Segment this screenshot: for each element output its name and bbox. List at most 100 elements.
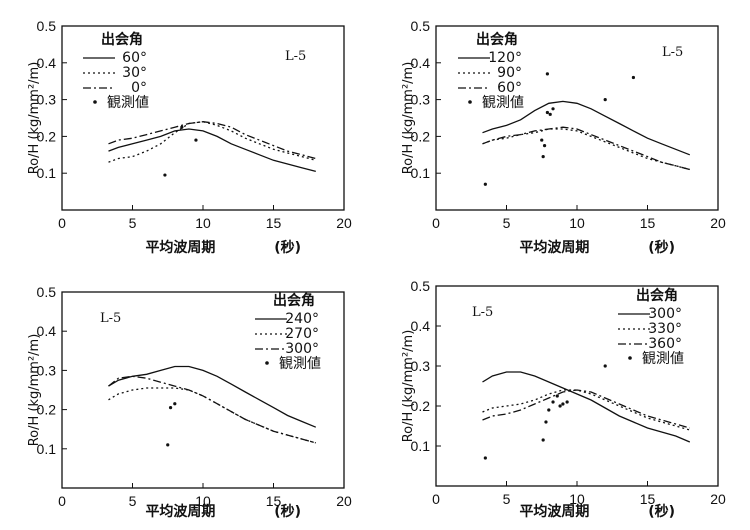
x-axis-label: 平均波周期 [145,503,215,520]
y-tick-label: 0.1 [411,438,431,454]
y-tick-label: 0.3 [411,92,431,108]
legend-observed-label: 観測値 [642,350,684,367]
legend-observed-marker [265,361,269,365]
x-tick-label: 15 [266,215,282,231]
observed-point [561,402,565,406]
legend-title: 出会角 [476,31,518,48]
y-axis-label: Ro/H (kg/mm²/m) [27,334,42,447]
series-line-1 [482,100,691,156]
y-tick-label: 0.3 [37,362,57,378]
chart-panel-2: 0 5 10 15 20 0.1 0.2 0.3 0.4 0.5 Ro/H (kg/mm²/m) 平均… [401,18,726,256]
legend-entry-2: 30° [122,65,147,81]
y-tick-label: 0.4 [37,323,57,339]
y-tick-label: 0.1 [37,165,57,181]
legend-observed-label: 観測値 [482,94,524,111]
x-tick-label: 0 [432,215,440,231]
x-axis-label: 平均波周期 [145,239,215,256]
x-tick-label: 10 [569,215,585,231]
observed-point [555,394,559,398]
observed-point [603,98,607,102]
panel-code: L-5 [472,305,493,320]
y-tick-label: 0.4 [37,55,57,71]
observed-point [168,406,173,410]
x-axis-unit: (秒) [274,239,301,256]
x-tick-label: 20 [336,215,352,231]
legend-entry-1: 60° [122,50,147,66]
y-axis-label: Ro/H (kg/mm²/m) [401,62,416,175]
x-tick-label: 5 [503,491,511,507]
legend-observed-label: 観測値 [107,94,149,111]
panel-code: L-5 [100,311,121,326]
observed-point [540,138,544,142]
x-axis-unit: (秒) [274,503,301,520]
observed-point [166,443,170,447]
series-line-3 [108,121,316,160]
observed-point [542,144,547,148]
legend-title: 出会角 [273,292,315,309]
y-tick-label: 0.5 [37,18,57,34]
series-line-3 [482,389,690,429]
chart-panel-3: 0 5 10 15 20 0.1 0.2 0.3 0.4 0.5 Ro/H (kg/mm²/m) 平均… [27,284,352,520]
series-line-2 [482,389,690,431]
series-line-1 [482,371,691,443]
x-tick-label: 15 [640,215,656,231]
x-tick-label: 5 [503,215,511,231]
y-tick-label: 0.4 [411,55,431,71]
y-tick-label: 0.5 [37,284,57,300]
x-tick-label: 20 [710,215,726,231]
x-tick-label: 0 [432,491,440,507]
observed-point [558,404,562,408]
x-axis-unit: (秒) [648,503,675,520]
legend-entry-2: 90° [497,65,522,81]
x-tick-label: 20 [710,491,726,507]
observed-point [173,402,177,406]
x-tick-label: 0 [58,215,66,231]
y-tick-label: 0.5 [411,278,431,294]
legend-entry-2: 330° [648,321,682,337]
y-tick-label: 0.1 [411,165,431,181]
chart-panel-4: 0 5 10 15 20 0.1 0.2 0.3 0.4 0.5 Ro/H (kg/mm²/m) 平均… [401,278,726,520]
y-tick-label: 0.2 [411,398,431,414]
observed-point [551,107,555,111]
legend-title: 出会角 [101,31,143,48]
legend-entry-1: 240° [285,311,319,327]
x-tick-label: 0 [58,493,66,509]
panel-code: L-5 [285,49,306,64]
legend-entry-3: 300° [285,341,319,357]
observed-point [180,125,184,129]
legend-entry-3: 60° [497,80,522,96]
observed-point [547,408,551,412]
observed-point [483,456,487,460]
series-line-3 [482,126,690,171]
x-tick-label: 20 [336,493,352,509]
observed-point [551,400,555,404]
x-tick-label: 10 [569,491,585,507]
y-tick-label: 0.4 [411,318,431,334]
legend-observed-marker [628,356,632,360]
legend-observed-marker [468,100,472,104]
legend-entry-3: 0° [131,80,147,96]
x-axis-label: 平均波周期 [519,503,589,520]
x-axis-unit: (秒) [648,239,675,256]
series-line-2 [108,387,316,444]
x-tick-label: 15 [266,493,282,509]
observed-point [163,173,167,177]
y-tick-label: 0.2 [411,128,431,144]
x-axis-label: 平均波周期 [519,239,589,256]
chart-panel-1: 0 5 10 15 20 0.1 0.2 0.3 0.4 0.5 Ro/H (kg/mm²/m) 平均… [27,18,352,256]
legend-title: 出会角 [636,287,678,304]
observed-point [565,400,569,404]
y-tick-label: 0.3 [411,358,431,374]
observed-point [548,112,552,116]
x-tick-label: 10 [195,493,211,509]
series-line-1 [108,365,317,428]
y-tick-label: 0.3 [37,92,57,108]
observed-point [544,420,548,424]
panel-code: L-5 [662,45,683,60]
x-tick-label: 15 [640,491,656,507]
legend-entry-1: 120° [488,50,522,66]
y-tick-label: 0.2 [37,128,57,144]
y-tick-label: 0.1 [37,441,57,457]
legend-observed-label: 観測値 [279,355,321,372]
